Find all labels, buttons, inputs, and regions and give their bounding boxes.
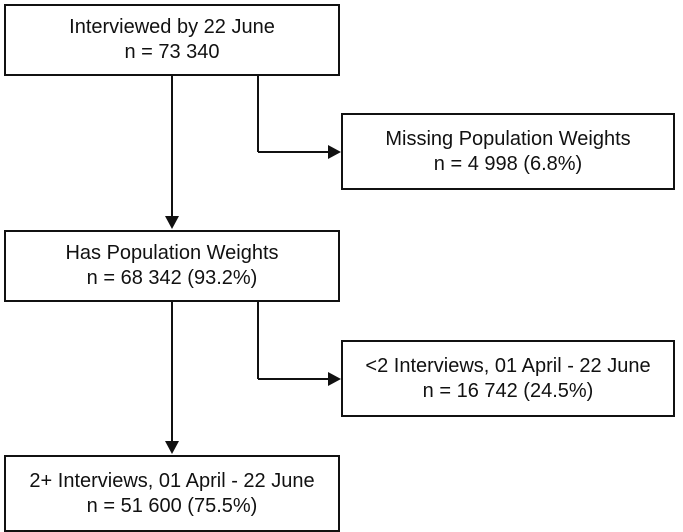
node-2plus-interviews: 2+ Interviews, 01 April - 22 June n = 51… bbox=[4, 455, 340, 532]
node-missing-weights: Missing Population Weights n = 4 998 (6.… bbox=[341, 113, 675, 190]
node-interviewed-count: n = 73 340 bbox=[124, 41, 220, 63]
arrowhead-to-lt2 bbox=[328, 372, 341, 386]
node-missing-weights-title: Missing Population Weights bbox=[385, 127, 631, 150]
node-lt2-interviews-count: n = 16 742 (24.5%) bbox=[422, 379, 594, 402]
node-2plus-interviews-count: n = 51 600 (75.5%) bbox=[86, 494, 258, 517]
arrowhead-to-2plus bbox=[165, 441, 179, 454]
node-interviewed-title: Interviewed by 22 June bbox=[69, 16, 275, 38]
node-2plus-interviews-title: 2+ Interviews, 01 April - 22 June bbox=[29, 469, 315, 492]
node-has-weights-count: n = 68 342 (93.2%) bbox=[86, 267, 258, 289]
node-interviewed: Interviewed by 22 June n = 73 340 bbox=[4, 4, 340, 76]
node-has-weights-title: Has Population Weights bbox=[65, 242, 279, 264]
node-lt2-interviews-title: <2 Interviews, 01 April - 22 June bbox=[365, 354, 651, 377]
node-lt2-interviews: <2 Interviews, 01 April - 22 June n = 16… bbox=[341, 340, 675, 417]
arrowhead-to-has-weights bbox=[165, 216, 179, 229]
arrowhead-to-missing-weights bbox=[328, 145, 341, 159]
node-missing-weights-count: n = 4 998 (6.8%) bbox=[433, 152, 583, 175]
node-has-weights: Has Population Weights n = 68 342 (93.2%… bbox=[4, 230, 340, 302]
